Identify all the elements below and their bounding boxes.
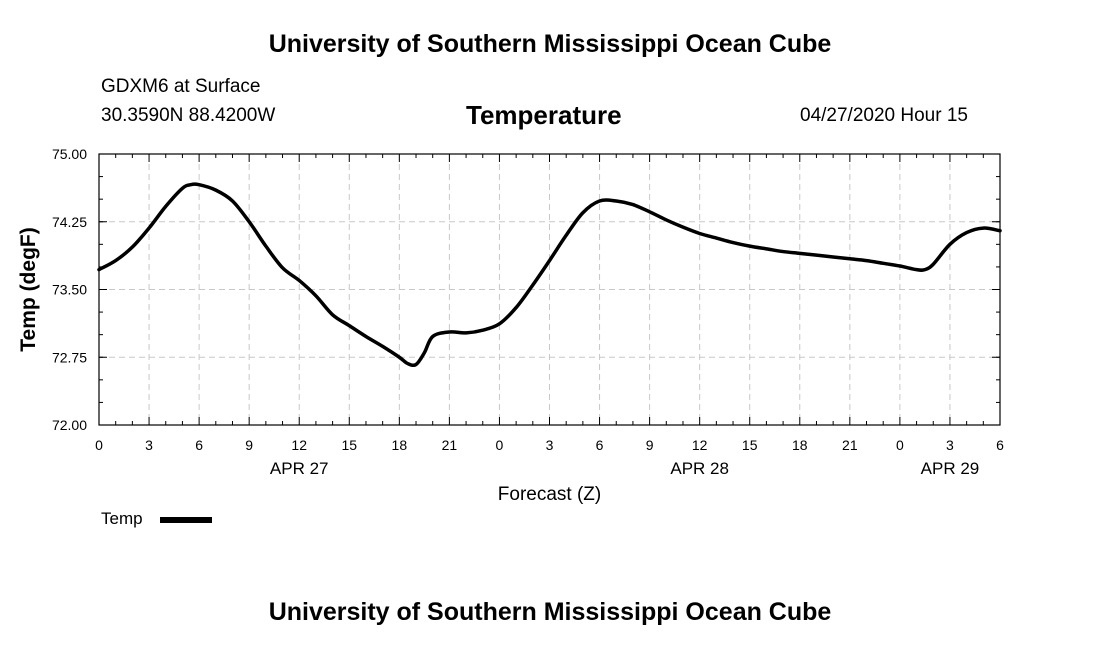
x-tick-label: 15 (341, 437, 357, 453)
y-tick-label: 74.25 (52, 214, 87, 230)
x-tick-label: 0 (496, 437, 504, 453)
x-tick-label: 6 (996, 437, 1004, 453)
x-tick-label: 21 (442, 437, 458, 453)
x-tick-label: 3 (546, 437, 554, 453)
bottom-title: University of Southern Mississippi Ocean… (268, 598, 832, 626)
date-label: APR 29 (921, 459, 980, 478)
y-tick-label: 72.00 (52, 417, 87, 433)
x-tick-label: 12 (692, 437, 708, 453)
x-tick-label: 21 (842, 437, 858, 453)
x-tick-label: 0 (896, 437, 904, 453)
x-tick-label: 0 (95, 437, 103, 453)
x-tick-label: 18 (792, 437, 808, 453)
date-label: APR 28 (670, 459, 729, 478)
x-tick-label: 3 (145, 437, 153, 453)
x-tick-label: 12 (291, 437, 307, 453)
x-tick-label: 15 (742, 437, 758, 453)
x-tick-label: 3 (946, 437, 954, 453)
station-label: GDXM6 at Surface (101, 76, 261, 97)
date-label: APR 27 (270, 459, 329, 478)
x-tick-label: 9 (646, 437, 654, 453)
y-tick-label: 75.00 (52, 146, 87, 162)
series-line-temp (97, 182, 1002, 368)
x-tick-label: 9 (245, 437, 253, 453)
top-title: University of Southern Mississippi Ocean… (268, 30, 832, 58)
y-tick-label: 73.50 (52, 282, 87, 298)
x-tick-label: 6 (195, 437, 203, 453)
x-tick-label: 6 (596, 437, 604, 453)
y-axis-title: Temp (degF) (17, 227, 40, 351)
coordinates-label: 30.3590N 88.4200W (101, 105, 276, 126)
x-axis-title: Forecast (Z) (498, 484, 601, 505)
x-tick-label: 18 (392, 437, 408, 453)
chart-title: Temperature (466, 100, 622, 130)
legend-label: Temp (101, 509, 143, 528)
plot-frame (98, 153, 1001, 426)
legend-line-swatch (160, 517, 212, 523)
valid-time-label: 04/27/2020 Hour 15 (800, 105, 968, 126)
y-tick-label: 72.75 (52, 349, 87, 365)
